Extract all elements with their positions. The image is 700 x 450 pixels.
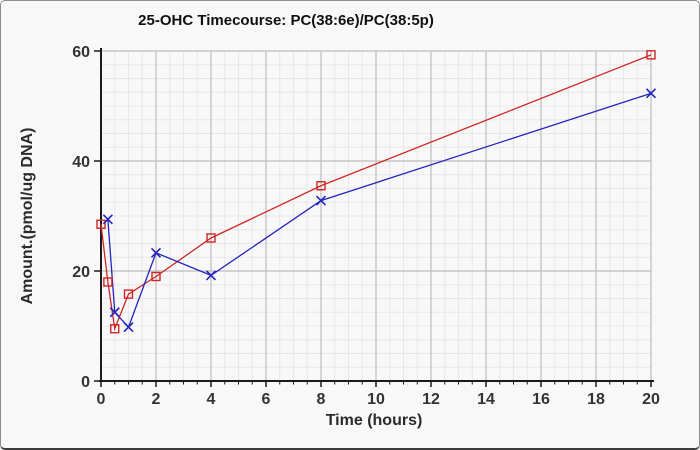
open-square-marker	[151, 271, 161, 282]
x-tick-label: 16	[532, 391, 550, 408]
series-markers	[96, 50, 657, 334]
red-squares-series-line	[100, 54, 652, 332]
x-tick-label: 2	[152, 391, 161, 408]
open-square-marker	[646, 50, 656, 60]
x-tick-label: 10	[367, 391, 385, 408]
x-tick-label: 8	[317, 391, 326, 408]
x-tick-label: 20	[642, 391, 660, 408]
x-tick-label: 4	[207, 391, 216, 408]
y-axis-label: Amount.(pmol/ug DNA)	[19, 128, 36, 305]
y-tick-label: 0	[81, 374, 90, 391]
open-square-marker	[316, 181, 326, 191]
open-square-marker	[110, 324, 120, 334]
x-cross-marker	[123, 322, 134, 333]
axis-tick-labels: 0 20 40 60 0 2 4 6 8 10 12 14 16 18 20	[72, 44, 660, 408]
open-square-marker	[206, 233, 216, 243]
open-square-marker	[123, 289, 134, 299]
open-square-marker	[103, 277, 113, 287]
x-cross-marker	[205, 270, 217, 281]
y-tick-label: 20	[72, 264, 90, 281]
open-square-marker	[96, 219, 106, 229]
x-tick-label: 14	[477, 391, 495, 408]
chart-title: 25-OHC Timecourse: PC(38:6e)/PC(38:5p)	[138, 12, 434, 29]
x-cross-marker	[102, 214, 113, 225]
y-tick-label: 60	[72, 44, 90, 61]
major-gridlines	[101, 50, 652, 381]
axis-ticks	[94, 50, 652, 387]
x-tick-label: 18	[587, 391, 605, 408]
x-tick-label: 6	[262, 391, 271, 408]
x-axis-label: Time (hours)	[326, 412, 423, 429]
x-cross-marker	[315, 195, 327, 206]
y-tick-label: 40	[72, 154, 90, 171]
x-tick-label: 12	[422, 391, 440, 408]
x-cross-marker	[109, 307, 120, 318]
x-cross-marker	[645, 88, 657, 99]
x-tick-label: 0	[97, 391, 106, 408]
x-cross-marker	[150, 247, 162, 258]
blue-x-series-line	[107, 92, 652, 329]
